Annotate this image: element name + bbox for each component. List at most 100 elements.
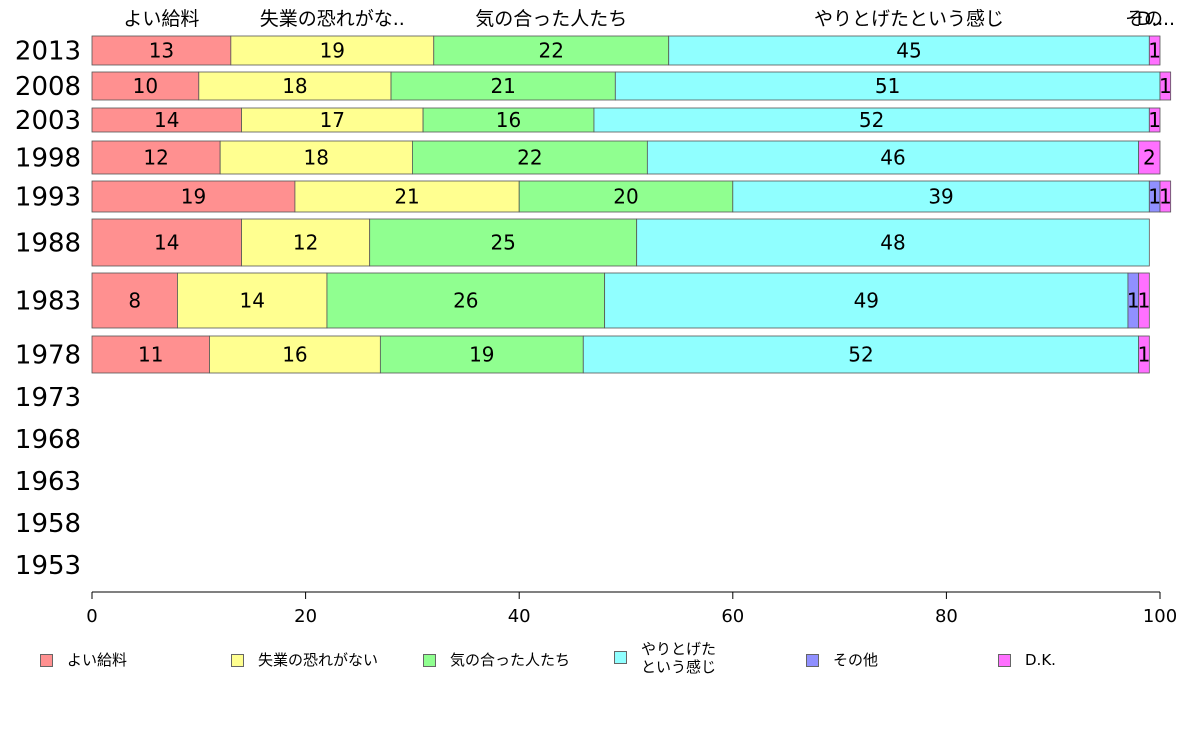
y-tick-label: 1978 <box>15 341 81 371</box>
column-header: D.. <box>1137 8 1164 30</box>
data-label: 8 <box>128 289 141 313</box>
bar-segment <box>230 35 435 66</box>
data-label: 25 <box>490 231 515 255</box>
legend-swatch <box>806 654 819 667</box>
bar-segment <box>326 272 606 329</box>
data-label: 18 <box>304 146 329 170</box>
legend: よい給料 失業の恐れがない 気の合った人たち やりとげた という感じ その他 D.K. <box>0 640 1188 690</box>
y-tick-label: 1968 <box>15 425 81 455</box>
y-tick-label: 1953 <box>15 551 81 581</box>
data-label: 12 <box>143 146 168 170</box>
data-label: 17 <box>320 108 345 132</box>
x-axis: 0 20 40 60 80 100 <box>86 591 1177 627</box>
data-label: 19 <box>320 39 345 63</box>
bar-segment <box>91 218 242 267</box>
bar-segment <box>518 180 734 213</box>
data-label: 1 <box>1148 108 1161 132</box>
bar-segment <box>91 140 221 175</box>
column-header: その.. <box>1125 8 1175 30</box>
bar-segment <box>198 71 392 101</box>
bar-segment <box>241 218 371 267</box>
bar-segment <box>422 107 595 133</box>
data-label: 51 <box>875 74 900 98</box>
bar-segment <box>369 218 638 267</box>
legend-label: D.K. <box>1025 651 1056 669</box>
legend-label: 失業の恐れがない <box>258 651 379 669</box>
legend-swatch <box>614 651 627 664</box>
bar-segment <box>1148 35 1161 66</box>
data-label: 14 <box>154 231 179 255</box>
data-label: 1 <box>1148 39 1161 63</box>
data-label: 1 <box>1138 289 1151 313</box>
data-label: 1 <box>1138 343 1151 367</box>
column-header: よい給料 <box>123 8 199 30</box>
y-tick-label: 2013 <box>15 37 81 67</box>
bar-segment <box>636 218 1150 267</box>
data-label: 21 <box>490 74 515 98</box>
legend-label: その他 <box>833 651 879 669</box>
legend-swatch <box>423 654 436 667</box>
bar-segment <box>1159 180 1172 213</box>
legend-swatch <box>40 654 53 667</box>
data-label: 20 <box>613 185 638 209</box>
bar-segment <box>390 71 616 101</box>
bar-segment <box>379 335 584 374</box>
bar-segment <box>91 71 200 101</box>
bar-segment <box>582 335 1140 374</box>
bar-segment <box>1138 140 1161 175</box>
data-label: 10 <box>133 74 158 98</box>
x-tick-label: 0 <box>86 606 97 627</box>
stacked-bar-chart: よい給料 失業の恐れがな.. 気の合った人たち やりとげたという感じ その..D.. 1… <box>15 8 1177 627</box>
bar-segment <box>614 71 1161 101</box>
data-label: 1 <box>1159 185 1172 209</box>
bar-segment <box>177 272 328 329</box>
data-label: 22 <box>539 39 564 63</box>
data-label: 1 <box>1159 74 1172 98</box>
data-label: 21 <box>394 185 419 209</box>
legend-label: やりとげた という感じ <box>641 640 717 676</box>
y-tick-label: 2008 <box>15 72 81 102</box>
data-label: 39 <box>928 185 953 209</box>
column-header: 失業の恐れがな.. <box>260 8 405 30</box>
bar-segment <box>91 272 178 329</box>
bar-segment <box>294 180 520 213</box>
y-tick-label: 1973 <box>15 383 81 413</box>
bar-segment <box>1138 272 1150 329</box>
y-tick-label: 1963 <box>15 467 81 497</box>
y-tick-label: 1988 <box>15 229 81 259</box>
bar-segment <box>91 335 210 374</box>
bar-segment <box>209 335 381 374</box>
legend-item: 気の合った人たち <box>423 651 570 669</box>
y-tick-label: 1958 <box>15 509 81 539</box>
x-tick-label: 40 <box>508 606 531 627</box>
data-label: 19 <box>181 185 206 209</box>
y-axis-labels: 2013 2008 2003 1998 1993 1988 1983 1978 1973 1968… <box>15 37 81 582</box>
y-tick-label: 1998 <box>15 144 81 174</box>
column-headers: よい給料 失業の恐れがな.. 気の合った人たち やりとげたという感じ その..D.. <box>123 8 1175 30</box>
y-tick-label: 1993 <box>15 183 81 213</box>
legend-item: その他 <box>806 651 878 669</box>
data-label: 11 <box>138 343 163 367</box>
legend-item: D.K. <box>998 651 1056 669</box>
bar-segment <box>604 272 1129 329</box>
legend-label: よい給料 <box>67 651 128 669</box>
data-label: 18 <box>282 74 307 98</box>
data-label: 1 <box>1148 185 1161 209</box>
bar-segment <box>411 140 648 175</box>
data-label: 26 <box>453 289 478 313</box>
legend-label: 気の合った人たち <box>450 651 571 669</box>
data-label: 14 <box>154 108 179 132</box>
data-label: 48 <box>880 231 905 255</box>
data-label: 14 <box>239 289 264 313</box>
legend-swatch <box>998 654 1011 667</box>
column-header: やりとげたという感じ <box>814 8 1004 30</box>
column-header: 気の合った人たち <box>475 8 627 30</box>
bar-segment <box>91 107 242 133</box>
data-label: 52 <box>848 343 873 367</box>
y-tick-label: 1983 <box>15 287 81 317</box>
data-label: 2 <box>1143 146 1156 170</box>
bar-segment <box>1159 71 1172 101</box>
x-tick-label: 20 <box>294 606 317 627</box>
data-label: 16 <box>282 343 307 367</box>
legend-item: よい給料 <box>40 651 127 669</box>
